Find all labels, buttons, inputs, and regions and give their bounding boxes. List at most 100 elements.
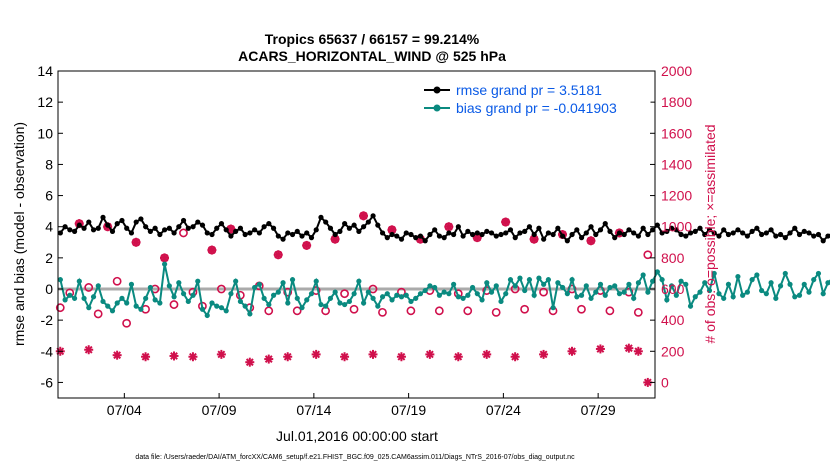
- bias-point: [218, 305, 225, 311]
- rmse-point: [654, 222, 660, 228]
- obs-assimilated-marker: [567, 346, 577, 356]
- rmse-point: [57, 230, 63, 236]
- obs-possible-marker: [55, 303, 65, 313]
- bias-point: [593, 289, 599, 295]
- obs-assimilated-marker: [84, 345, 94, 355]
- obs-assimilated-marker-d2: [425, 350, 434, 359]
- bias-point: [517, 275, 523, 281]
- rmse-point: [90, 227, 97, 233]
- y-axis-left-label: rmse and bias (model - observation): [11, 122, 27, 346]
- rmse-point: [346, 225, 352, 231]
- obs-possible-marker: [378, 307, 387, 317]
- rmse-point: [536, 225, 542, 231]
- obs-assimilated-marker: [359, 211, 369, 221]
- bias-point: [109, 308, 116, 314]
- obs-assimilated-marker-d2: [141, 352, 150, 361]
- y-right-tick-label: 400: [661, 312, 685, 328]
- y-right-tick-label: 1800: [661, 94, 692, 110]
- obs-assimilated-marker: [160, 253, 170, 263]
- obs-assimilated-marker-d2: [207, 246, 216, 254]
- rmse-point: [725, 231, 732, 238]
- rmse-point: [498, 231, 504, 238]
- rmse-point: [195, 219, 201, 225]
- bias-point: [304, 297, 310, 303]
- bias-point: [806, 289, 812, 295]
- bias-point: [384, 291, 390, 297]
- bias-point: [740, 292, 746, 298]
- obs-assimilated-marker-d2: [397, 352, 406, 361]
- bias-point: [162, 261, 168, 267]
- obs-assimilated-marker: [595, 344, 605, 354]
- bias-point: [711, 270, 717, 277]
- bias-point: [451, 281, 457, 287]
- obs-possible-marker: [368, 284, 378, 294]
- bias-point: [678, 278, 684, 284]
- rmse-point: [512, 235, 518, 241]
- y-left-tick-label: 2: [45, 250, 53, 266]
- obs-assimilated-marker: [586, 236, 596, 246]
- rmse-point: [621, 231, 627, 238]
- rmse-point: [668, 225, 675, 231]
- rmse-point: [488, 230, 495, 236]
- rmse-point: [560, 233, 566, 239]
- bias-point: [782, 270, 788, 277]
- bias-point: [777, 283, 784, 289]
- bias-point: [493, 283, 499, 289]
- rmse-point: [209, 231, 215, 238]
- rmse-point: [631, 230, 637, 236]
- bias-point: [541, 281, 547, 287]
- bias-point: [166, 283, 172, 289]
- rmse-point: [176, 224, 182, 230]
- rmse-point: [507, 227, 514, 233]
- bias-point: [294, 295, 300, 301]
- plot-area-border: [57, 70, 656, 399]
- y-right-tick-label: 1600: [661, 125, 692, 141]
- bias-point: [811, 277, 817, 283]
- bias-point: [242, 303, 248, 309]
- bias-point: [76, 278, 82, 284]
- rmse-point: [133, 219, 139, 225]
- bias-point: [119, 295, 125, 301]
- obs-assimilated-marker: [633, 346, 643, 356]
- obs-assimilated-marker-d2: [624, 344, 633, 353]
- obs-assimilated-marker-d2: [160, 253, 169, 262]
- rmse-point: [422, 238, 428, 244]
- y-left-tick-label: 8: [45, 156, 53, 172]
- bias-point: [602, 292, 608, 298]
- rmse-point: [242, 231, 248, 238]
- obs-assimilated-marker-d2: [132, 238, 140, 247]
- legend: rmse grand pr = 3.5181 bias grand pr = -…: [417, 77, 651, 119]
- rmse-point: [327, 225, 334, 231]
- bias-point: [441, 289, 447, 295]
- bias-point: [555, 280, 561, 286]
- rmse-point: [214, 225, 220, 231]
- bias-point: [124, 300, 130, 306]
- obs-assimilated-marker: [444, 222, 454, 232]
- bias-point: [721, 295, 727, 301]
- obs-assimilated-marker-d2: [274, 250, 283, 259]
- obs-assimilated-marker-d2: [113, 351, 122, 360]
- rmse-point: [711, 230, 717, 236]
- obs-assimilated-marker-d2: [264, 355, 273, 363]
- bias-point: [474, 291, 480, 297]
- bias-point: [280, 280, 286, 286]
- rmse-point: [650, 227, 656, 233]
- data-file-footnote: data file: /Users/raeder/DAI/ATM_forcXX/…: [135, 454, 575, 461]
- obs-assimilated-marker-d2: [331, 235, 339, 244]
- rmse-point: [645, 231, 651, 238]
- rmse-point: [289, 231, 296, 238]
- obs-possible-marker: [292, 306, 302, 316]
- rmse-point: [157, 231, 163, 238]
- bias-point: [351, 291, 357, 297]
- bias-point: [356, 278, 362, 284]
- rmse-point: [119, 217, 125, 224]
- y-right-tick-label: 800: [661, 250, 685, 266]
- bias-point: [754, 272, 760, 278]
- rmse-point: [361, 224, 367, 230]
- bias-point: [195, 278, 201, 284]
- y-left-tick-label: 6: [45, 188, 53, 204]
- y-left-tick-label: -4: [41, 343, 54, 359]
- bias-point: [488, 289, 495, 295]
- bias-point: [90, 294, 97, 300]
- bias-point: [413, 295, 419, 301]
